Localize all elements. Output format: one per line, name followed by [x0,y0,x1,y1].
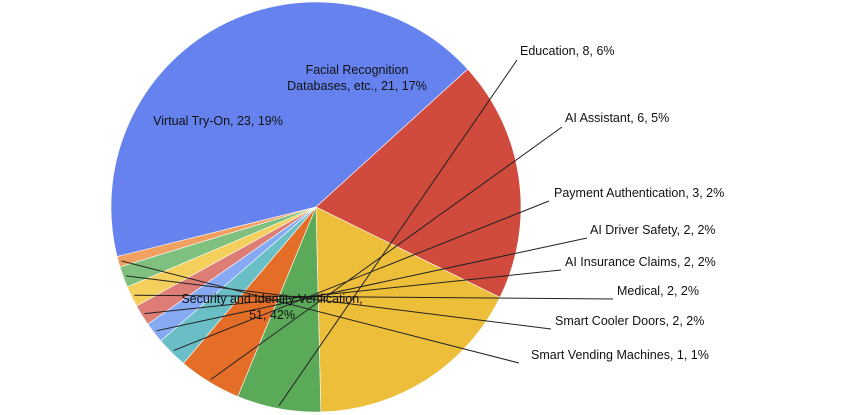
leader-smart-cooler-doors [126,275,552,330]
slice-security-and-identity-verification [110,1,469,257]
leader-ai-insurance-claims [144,269,562,315]
pie-slices [110,1,522,413]
leader-ai-assistant [210,126,563,380]
label-security-and-identity-verification: Security and Identity Verification, 51, 4… [181,292,362,322]
slice-facial-recognition-databases-etc [315,206,501,413]
leader-payment-authentication [173,200,550,351]
leader-education [278,59,518,406]
label-medical: Medical, 2, 2% [617,284,699,298]
label-facial-recognition-databases-etc: Facial Recognition Databases, etc., 21, 1… [287,63,427,93]
label-ai-assistant: AI Assistant, 6, 5% [565,111,669,125]
label-smart-cooler-doors: Smart Cooler Doors, 2, 2% [555,314,704,328]
label-virtual-try-on: Virtual Try-On, 23, 19% [153,114,283,128]
label-education: Education, 8, 6% [520,44,615,58]
label-ai-driver-safety: AI Driver Safety, 2, 2% [590,223,716,237]
slice-labels: Security and Identity Verification, 51, 4… [153,44,724,362]
leader-ai-driver-safety [156,237,588,332]
label-smart-vending-machines: Smart Vending Machines, 1, 1% [531,348,709,362]
leader-lines [121,59,614,406]
slice-smart-vending-machines [116,206,317,268]
slice-virtual-try-on [315,68,522,298]
leader-medical [134,294,614,300]
label-payment-authentication: Payment Authentication, 3, 2% [554,186,724,200]
label-ai-insurance-claims: AI Insurance Claims, 2, 2% [565,255,716,269]
leader-smart-vending-machines [121,260,520,364]
